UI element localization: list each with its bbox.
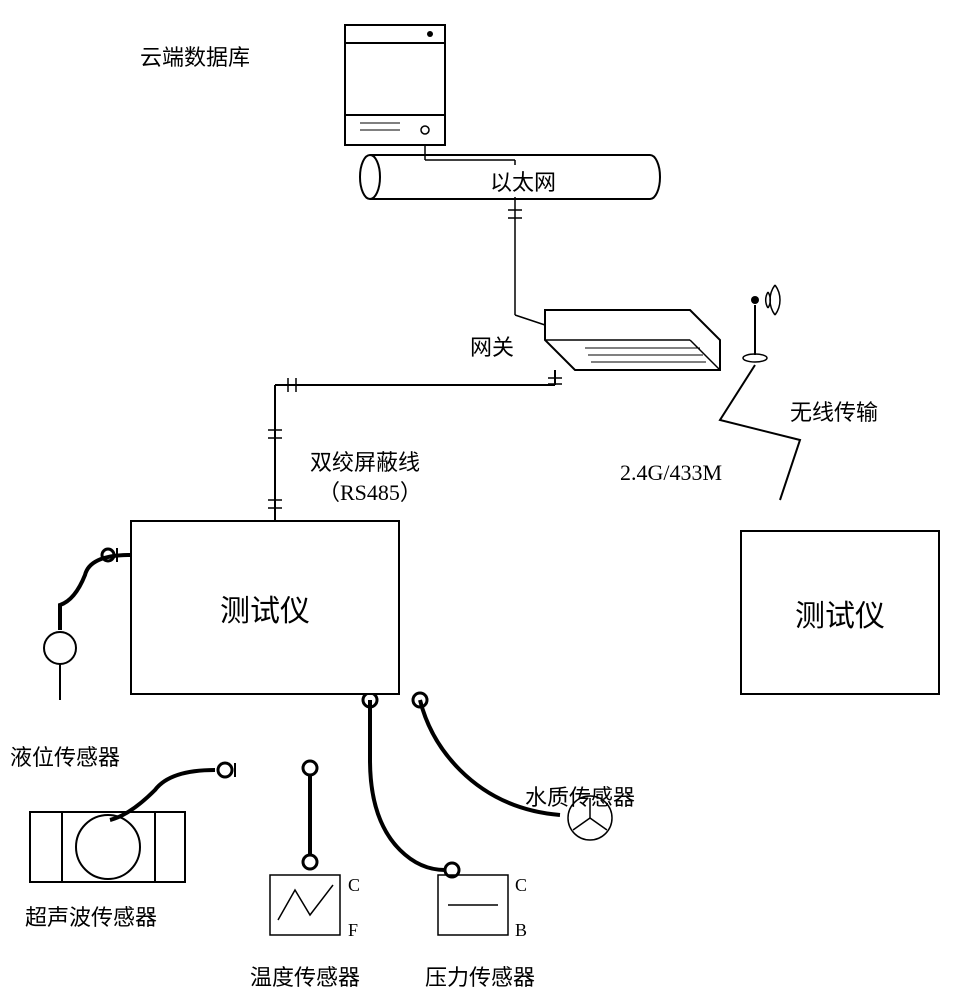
tester-1-box: 测试仪 xyxy=(130,520,400,695)
gateway-label: 网关 xyxy=(470,330,514,362)
gateway-icon xyxy=(545,310,720,370)
diagram-svg xyxy=(0,0,979,1000)
ethernet-label: 以太网 xyxy=(488,165,558,197)
wireless-label: 无线传输 xyxy=(790,395,878,427)
ultrasonic-sensor-label: 超声波传感器 xyxy=(25,900,157,932)
rs485-label-1: 双绞屏蔽线 xyxy=(310,445,420,477)
press-b-label: B xyxy=(515,920,527,941)
temp-f-label: F xyxy=(348,920,358,941)
server-icon xyxy=(345,25,445,145)
tester-2-box: 测试仪 xyxy=(740,530,940,695)
pressure-sensor-label: 压力传感器 xyxy=(425,960,535,992)
freq-label: 2.4G/433M xyxy=(620,460,722,486)
temp-sensor-label: 温度传感器 xyxy=(250,960,360,992)
level-sensor-label: 液位传感器 xyxy=(10,740,120,772)
tester-1-label: 测试仪 xyxy=(220,586,310,630)
tester-2-label: 测试仪 xyxy=(795,591,885,635)
cloud-db-label: 云端数据库 xyxy=(140,40,250,72)
press-c-label: C xyxy=(515,875,527,896)
antenna-icon xyxy=(743,285,780,362)
temp-c-label: C xyxy=(348,875,360,896)
water-sensor-label: 水质传感器 xyxy=(525,780,635,812)
rs485-label-2: （RS485） xyxy=(318,475,422,507)
